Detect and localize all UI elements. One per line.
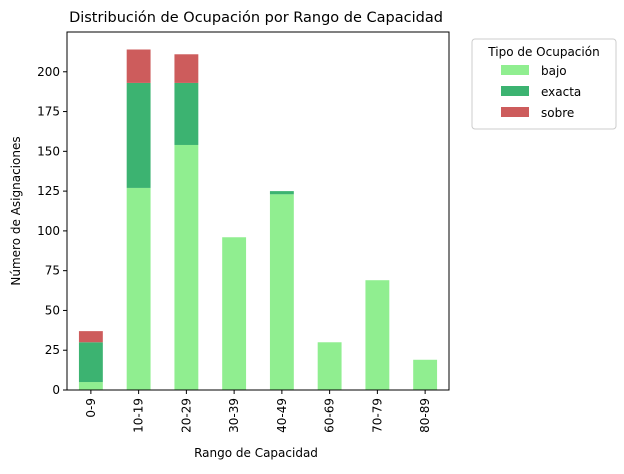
legend-label-bajo: bajo (541, 64, 567, 78)
y-axis-label: Número de Asignaciones (9, 136, 23, 285)
bar-exacta-40-49 (269, 191, 294, 195)
bars-layer (78, 49, 438, 390)
legend-swatch-bajo (501, 65, 529, 75)
bar-exacta-0-9 (78, 342, 103, 383)
y-tick-label: 75 (45, 264, 60, 278)
chart-title: Distribución de Ocupación por Rango de C… (69, 10, 443, 26)
legend-title: Tipo de Ocupación (487, 45, 599, 59)
legend-box (471, 38, 617, 130)
x-tick-label: 40-49 (275, 398, 289, 433)
legend-swatch-exacta (501, 86, 529, 96)
bar-sobre-10-19 (126, 49, 151, 83)
x-tick-label: 0-9 (84, 398, 98, 418)
bar-bajo-10-19 (126, 187, 151, 390)
y-tick-label: 25 (45, 343, 60, 357)
y-axis-ticks: 0 25 50 75 100 125 150 175 200 (37, 65, 67, 397)
legend-items: bajo exacta sobre (501, 64, 581, 120)
y-tick-label: 100 (37, 224, 60, 238)
bar-sobre-0-9 (78, 331, 103, 343)
bar-bajo-20-29 (174, 144, 199, 390)
x-tick-label: 80-89 (418, 398, 432, 433)
bar-bajo-70-79 (365, 280, 390, 390)
bar-sobre-20-29 (174, 54, 199, 83)
bar-bajo-0-9 (78, 382, 103, 390)
bar-bajo-60-69 (317, 342, 342, 390)
x-axis-label: Rango de Capacidad (194, 446, 318, 460)
y-tick-label: 125 (37, 184, 60, 198)
bar-bajo-80-89 (413, 359, 438, 390)
x-tick-label: 60-69 (323, 398, 337, 433)
y-tick-label: 200 (37, 65, 60, 79)
plot-frame (66, 31, 450, 391)
x-tick-label: 70-79 (370, 398, 384, 433)
y-tick-label: 150 (37, 144, 60, 158)
y-tick-label: 0 (52, 383, 60, 397)
x-tick-label: 20-29 (179, 398, 193, 433)
legend: Tipo de Ocupación bajo exacta sobre (471, 38, 617, 130)
y-tick-label: 50 (45, 303, 60, 317)
legend-label-exacta: exacta (541, 85, 581, 99)
x-tick-label: 30-39 (227, 398, 241, 433)
x-tick-label: 10-19 (132, 398, 146, 433)
bar-bajo-30-39 (222, 237, 247, 390)
x-axis-ticks: 0-9 10-19 20-29 30-39 40-49 60-69 70-79 80-89 (84, 390, 432, 433)
legend-label-sobre: sobre (541, 106, 574, 120)
bar-exacta-10-19 (126, 82, 151, 188)
y-tick-label: 175 (37, 105, 60, 119)
bar-exacta-20-29 (174, 82, 199, 145)
bar-bajo-40-49 (269, 194, 294, 390)
legend-swatch-sobre (501, 107, 529, 117)
